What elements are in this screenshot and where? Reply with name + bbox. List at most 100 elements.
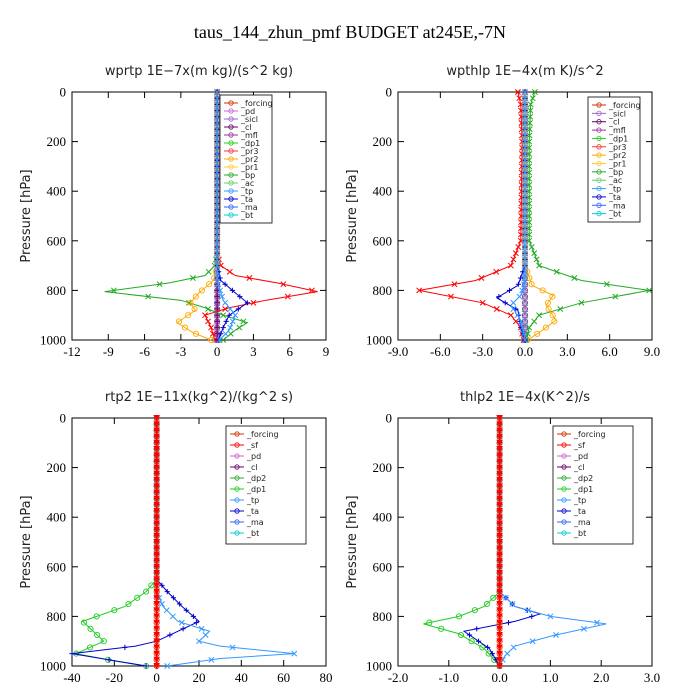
legend-entry: _dp2 — [246, 474, 266, 483]
series-point — [553, 632, 559, 638]
series-point — [510, 256, 517, 263]
series-tp — [214, 89, 239, 343]
series-point — [536, 312, 543, 319]
series-point — [214, 163, 221, 170]
legend-entry: _ta — [573, 507, 586, 516]
y-tick-label: 600 — [47, 559, 67, 574]
series-point — [531, 89, 538, 95]
panel-wprtp: wprtp 1E−7x(m kg)/(s^2 kg) Pressure [hPa]… — [19, 64, 329, 359]
series-point — [522, 113, 528, 120]
series-point — [525, 607, 532, 614]
series-point — [217, 275, 223, 281]
x-tick-label: -3 — [175, 344, 186, 359]
x-tick-label: 2.0 — [593, 670, 609, 685]
legend-entry: _cl — [573, 463, 585, 472]
series-point — [496, 588, 503, 596]
series-point — [496, 452, 503, 459]
series-point — [87, 625, 94, 632]
series-point — [220, 325, 226, 331]
series-point — [512, 318, 519, 325]
series-point — [489, 651, 495, 657]
series-point — [612, 293, 619, 300]
x-tick-label: -6 — [139, 344, 150, 359]
series-point — [526, 120, 533, 126]
legend-entry: _ma — [240, 203, 258, 212]
series-point — [522, 163, 528, 170]
x-tick-label: -2.0 — [388, 670, 409, 685]
series-point — [250, 299, 257, 306]
series-point — [214, 120, 221, 126]
series-point — [308, 287, 315, 294]
series-point — [471, 607, 478, 614]
legend-marker — [228, 124, 234, 130]
legend-marker — [561, 530, 567, 536]
series-point — [80, 619, 87, 626]
legend-marker — [596, 110, 602, 116]
series-point — [214, 200, 221, 207]
series-point — [169, 613, 176, 620]
series-point — [505, 620, 512, 626]
series-point — [510, 644, 517, 651]
legend-marker — [561, 431, 567, 437]
series-point — [214, 250, 221, 257]
x-tick-label: 60 — [277, 670, 290, 685]
series-point — [496, 501, 503, 509]
series-point — [153, 545, 160, 552]
legend-marker — [596, 211, 602, 217]
series-point — [214, 262, 221, 269]
series-point — [526, 126, 533, 133]
series-point — [145, 293, 152, 300]
x-tick-label: -1.0 — [439, 670, 460, 685]
y-tick-label: 800 — [47, 283, 67, 298]
series-point — [222, 299, 229, 306]
series-point — [496, 458, 503, 465]
series-point — [522, 262, 528, 269]
series-point — [493, 306, 500, 312]
series-point — [240, 318, 247, 325]
series-point — [214, 89, 221, 95]
series-point — [214, 275, 221, 281]
series-point — [529, 95, 536, 102]
series-point — [229, 318, 236, 325]
legend-marker — [228, 188, 234, 194]
legend-marker — [228, 164, 234, 170]
series-point — [214, 138, 221, 145]
series-point — [153, 601, 160, 608]
legend-entry: _tp — [608, 185, 621, 194]
legend-marker — [228, 204, 234, 210]
series-point — [496, 601, 503, 608]
series-point — [218, 331, 224, 337]
series-point — [205, 268, 212, 275]
series-point — [466, 632, 473, 638]
series-point — [496, 613, 503, 620]
series-point — [191, 305, 198, 313]
y-tick-label: 400 — [373, 510, 393, 525]
y-tick-label: 600 — [373, 559, 393, 574]
series-point — [496, 638, 503, 645]
series-point — [153, 632, 160, 639]
series-point — [237, 294, 243, 300]
series-point — [506, 287, 513, 293]
series-point — [214, 294, 220, 300]
series-point — [244, 300, 250, 306]
series-point — [496, 415, 503, 422]
series-point — [515, 244, 522, 250]
series-point — [519, 287, 526, 294]
series-point — [163, 607, 170, 614]
y-tick-label: 1000 — [366, 333, 392, 348]
legend-entry: _bp — [608, 168, 623, 177]
series-point — [153, 446, 160, 453]
series-point — [164, 663, 171, 669]
legend-entry: _ta — [608, 193, 621, 202]
series-point — [531, 318, 538, 325]
legend-marker — [596, 102, 602, 108]
series-point — [496, 570, 503, 577]
series-point — [111, 607, 118, 614]
series-point — [496, 514, 503, 521]
legend-marker — [596, 127, 602, 133]
legend: _forcing _sf _pd _cl _dp2 _dp1 _tp _ta _ma _bt — [552, 425, 634, 545]
series-point — [458, 631, 465, 639]
legend-entry: _sf — [246, 441, 258, 450]
series-dp1 — [73, 414, 160, 670]
series-point — [534, 330, 541, 337]
